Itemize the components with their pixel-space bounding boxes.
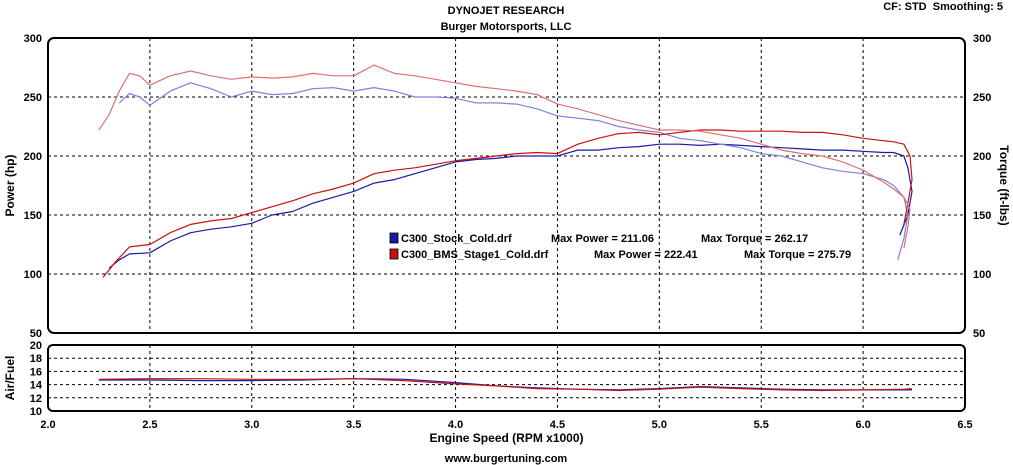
legend-run-name: C300_BMS_Stage1_Cold.drf xyxy=(401,249,549,261)
af-y-tick-label: 10 xyxy=(30,406,42,418)
legend-max-power: Max Power = 211.06 xyxy=(551,233,654,245)
stage1-power-line xyxy=(102,129,913,278)
y2-tick-label: 50 xyxy=(973,328,985,340)
x-tick-label: 6.0 xyxy=(855,419,870,431)
y2-axis-label: Torque (ft-lbs) xyxy=(997,145,1011,225)
x-tick-label: 2.5 xyxy=(142,419,157,431)
y-tick-label: 100 xyxy=(24,269,42,281)
af-y-tick-label: 14 xyxy=(30,380,43,392)
power-plot-frame xyxy=(47,37,966,334)
y-tick-label: 200 xyxy=(24,151,42,163)
stage1-torque-line xyxy=(98,64,911,249)
y-tick-label: 50 xyxy=(30,328,42,340)
legend: C300_Stock_Cold.drf Max Power = 211.06 Max… xyxy=(389,232,851,261)
y2-tick-label: 150 xyxy=(973,210,991,222)
y2-tick-label: 250 xyxy=(973,92,991,104)
x-tick-label: 3.0 xyxy=(244,419,259,431)
x-tick-label: 4.0 xyxy=(448,419,463,431)
legend-swatch xyxy=(389,248,399,260)
legend-max-torque: Max Torque = 275.79 xyxy=(744,249,851,261)
legend-run-name: C300_Stock_Cold.drf xyxy=(401,233,512,245)
stage1-air-fuel-line xyxy=(98,378,913,392)
chart-subtitle: Burger Motorsports, LLC xyxy=(441,21,572,33)
y-tick-label: 300 xyxy=(24,33,42,45)
y2-tick-label: 100 xyxy=(973,269,991,281)
af-y-tick-label: 12 xyxy=(30,393,42,405)
power-plot-grid xyxy=(48,38,965,411)
y-tick-label: 150 xyxy=(24,210,42,222)
correction-settings: CF: STD Smoothing: 5 xyxy=(883,1,1003,13)
x-tick-label: 5.5 xyxy=(754,419,769,431)
af-y-tick-label: 16 xyxy=(30,366,42,378)
af-y-axis-label: Air/Fuel xyxy=(3,356,17,401)
x-axis-label: Engine Speed (RPM x1000) xyxy=(429,431,583,445)
y-tick-label: 250 xyxy=(24,92,42,104)
x-tick-label: 3.5 xyxy=(346,419,361,431)
y-axis-label: Power (hp) xyxy=(3,154,17,216)
y2-tick-label: 200 xyxy=(973,151,991,163)
legend-max-power: Max Power = 222.41 xyxy=(594,249,698,261)
stock-power-line xyxy=(108,143,913,269)
x-tick-label: 6.5 xyxy=(957,419,972,431)
air-fuel-plot-frame xyxy=(47,344,966,412)
af-y-tick-label: 18 xyxy=(30,353,42,365)
x-tick-label: 2.0 xyxy=(40,419,55,431)
legend-swatch xyxy=(389,232,399,244)
af-y-tick-label: 20 xyxy=(30,340,42,352)
stock-torque-line xyxy=(118,82,909,260)
x-tick-label: 4.5 xyxy=(550,419,565,431)
y2-tick-label: 300 xyxy=(973,33,991,45)
footer-website: www.burgertuning.com xyxy=(444,453,568,465)
legend-max-torque: Max Torque = 262.17 xyxy=(701,233,808,245)
x-tick-label: 5.0 xyxy=(652,419,667,431)
chart-title: DYNOJET RESEARCH xyxy=(448,5,565,17)
